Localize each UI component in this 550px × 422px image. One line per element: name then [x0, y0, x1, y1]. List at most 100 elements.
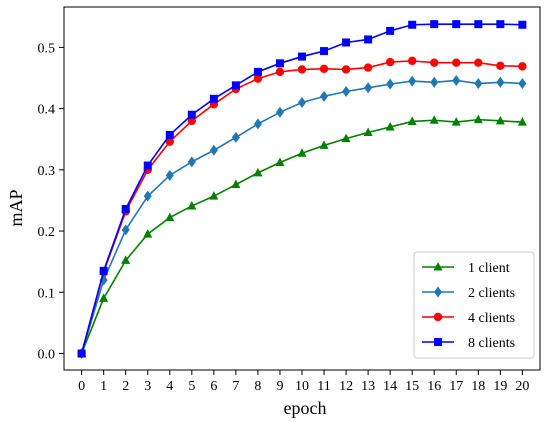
legend-box	[413, 251, 535, 359]
data-point-2-clients	[298, 96, 306, 108]
x-tick-label: 3	[144, 379, 151, 394]
x-tick-label: 10	[295, 379, 309, 394]
data-point-2-clients	[430, 76, 439, 88]
series-8-clients	[77, 20, 527, 358]
y-tick-label: 0.1	[38, 286, 56, 301]
data-point-1-client	[253, 167, 263, 177]
x-tick-label: 14	[383, 379, 397, 394]
data-point-2-clients	[165, 169, 174, 181]
y-tick-label: 0.3	[38, 164, 56, 179]
data-point-8-clients	[77, 349, 86, 358]
legend-label: 1 client	[468, 261, 510, 276]
x-tick-label: 6	[210, 379, 217, 394]
x-tick-label: 18	[471, 379, 485, 394]
data-point-2-clients	[231, 131, 240, 143]
legend-marker	[434, 286, 442, 298]
data-point-1-client	[209, 191, 219, 200]
legend-marker	[433, 262, 443, 271]
legend-item-8-clients: 8 clients	[422, 336, 515, 351]
data-point-1-client	[121, 255, 131, 264]
x-tick-label: 20	[515, 379, 529, 394]
data-point-4-clients	[385, 57, 395, 67]
legend-marker	[433, 312, 443, 322]
data-point-1-client	[231, 179, 241, 189]
legend-label: 2 clients	[468, 286, 515, 301]
data-point-8-clients	[496, 20, 505, 29]
data-point-2-clients	[364, 82, 373, 94]
data-point-1-client	[429, 115, 439, 124]
data-point-8-clients	[320, 47, 329, 56]
series-1-client	[77, 114, 527, 357]
data-point-1-client	[451, 117, 461, 126]
data-point-8-clients	[430, 20, 439, 29]
y-tick-label: 0.0	[38, 347, 56, 362]
y-tick-label: 0.5	[38, 41, 56, 56]
y-tick-label: 0.2	[38, 225, 56, 240]
data-point-1-client	[297, 148, 307, 157]
data-point-1-client	[165, 212, 175, 222]
legend-marker	[434, 338, 442, 346]
plot-area	[63, 6, 541, 371]
data-point-4-clients	[297, 65, 307, 74]
data-point-8-clients	[187, 110, 196, 119]
data-point-8-clients	[364, 35, 373, 44]
data-point-8-clients	[209, 94, 218, 103]
data-point-4-clients	[165, 137, 174, 146]
data-point-8-clients	[143, 161, 152, 170]
data-point-2-clients	[187, 156, 196, 168]
data-point-4-clients	[496, 61, 505, 70]
data-point-8-clients	[253, 67, 262, 76]
data-point-8-clients	[452, 20, 461, 29]
x-tick-label: 8	[254, 379, 261, 394]
data-point-2-clients	[452, 74, 461, 86]
x-tick-label: 16	[427, 379, 441, 394]
x-tick-label: 9	[276, 379, 283, 394]
data-point-2-clients	[408, 75, 417, 87]
data-point-2-clients	[518, 78, 527, 90]
data-point-4-clients	[253, 74, 263, 83]
data-point-8-clients	[518, 20, 527, 29]
legend-item-4-clients: 4 clients	[422, 311, 515, 326]
data-point-1-client	[319, 140, 329, 149]
data-point-1-client	[407, 116, 417, 125]
data-point-1-client	[187, 200, 197, 210]
data-point-8-clients	[408, 20, 417, 29]
data-point-2-clients	[386, 78, 395, 90]
x-axis-ticks: 0 1 2 3 4 5 6 7 8 9 10 11 12 13 14 15 16 17 18 19 20	[78, 370, 529, 394]
data-point-4-clients	[187, 116, 197, 126]
data-point-2-clients	[320, 90, 329, 102]
data-point-1-client	[143, 229, 153, 238]
data-point-8-clients	[99, 266, 108, 275]
x-tick-label: 4	[166, 379, 173, 394]
data-point-8-clients	[298, 52, 306, 61]
x-tick-label: 2	[122, 379, 129, 394]
data-point-1-client	[341, 133, 351, 143]
data-point-2-clients	[342, 85, 351, 97]
x-tick-label: 11	[317, 379, 330, 394]
legend: 1 client 2 clients 4 clients 8 clients	[413, 251, 535, 359]
data-point-4-clients	[452, 58, 461, 67]
x-tick-label: 19	[493, 379, 507, 394]
data-point-2-clients	[253, 118, 262, 130]
data-point-2-clients	[121, 224, 130, 236]
data-point-2-clients	[275, 106, 284, 118]
data-point-8-clients	[474, 20, 483, 29]
data-point-4-clients	[518, 62, 527, 71]
y-axis-ticks: 0.0 0.1 0.2 0.3 0.4 0.5	[38, 41, 64, 362]
x-tick-label: 12	[339, 379, 353, 394]
legend-item-2-clients: 2 clients	[422, 286, 515, 301]
data-point-1-client	[99, 293, 109, 302]
data-point-1-client	[473, 114, 483, 124]
data-point-8-clients	[386, 26, 395, 35]
data-point-2-clients	[474, 78, 483, 90]
x-axis-label: epoch	[284, 398, 327, 418]
legend-label: 4 clients	[468, 311, 515, 326]
data-point-4-clients	[474, 58, 483, 67]
data-point-4-clients	[341, 65, 351, 74]
data-point-1-client	[517, 117, 527, 126]
x-tick-label: 15	[405, 379, 419, 394]
legend-label: 8 clients	[468, 336, 515, 351]
data-point-4-clients	[407, 56, 417, 66]
